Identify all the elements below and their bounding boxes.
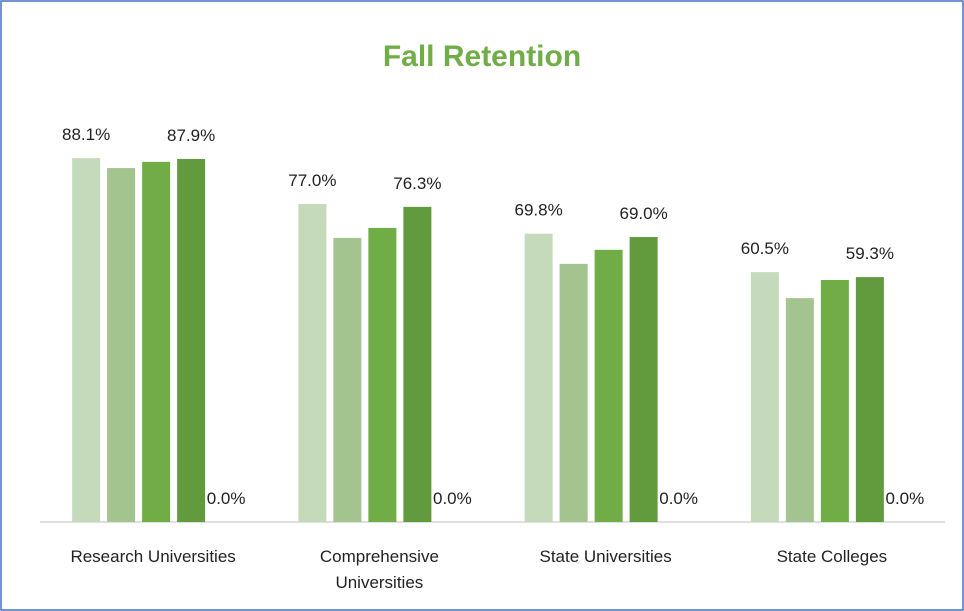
x-tick-label: Comprehensive Universities bbox=[319, 547, 439, 592]
data-label: 88.1% bbox=[62, 125, 110, 144]
bar bbox=[107, 168, 136, 522]
data-label: 0.0% bbox=[207, 489, 246, 508]
data-label: 59.3% bbox=[846, 244, 894, 263]
bar bbox=[177, 158, 206, 522]
data-label: 87.9% bbox=[167, 126, 215, 145]
bar bbox=[368, 227, 397, 522]
data-label: 77.0% bbox=[288, 171, 336, 190]
bar bbox=[820, 279, 849, 522]
bar bbox=[559, 263, 588, 522]
bar bbox=[403, 206, 432, 523]
bar bbox=[855, 277, 884, 522]
bar bbox=[594, 249, 623, 522]
data-label: 69.8% bbox=[515, 201, 563, 220]
bar bbox=[524, 233, 553, 522]
bar bbox=[298, 203, 327, 523]
data-label: 76.3% bbox=[393, 174, 441, 193]
x-tick-label: Research Universities bbox=[70, 547, 236, 566]
data-label: 0.0% bbox=[433, 489, 472, 508]
data-label: 0.0% bbox=[659, 489, 698, 508]
bar bbox=[785, 298, 814, 522]
chart-title: Fall Retention bbox=[383, 40, 581, 73]
bar bbox=[750, 272, 779, 522]
x-tick-label: State Universities bbox=[539, 547, 672, 566]
bar bbox=[629, 237, 658, 522]
x-tick-label: State Colleges bbox=[776, 547, 888, 566]
data-label: 69.0% bbox=[620, 204, 668, 223]
data-label: 0.0% bbox=[886, 489, 925, 508]
data-label: 60.5% bbox=[741, 239, 789, 258]
bar bbox=[333, 237, 362, 522]
bar bbox=[72, 158, 101, 522]
bar bbox=[142, 161, 171, 522]
